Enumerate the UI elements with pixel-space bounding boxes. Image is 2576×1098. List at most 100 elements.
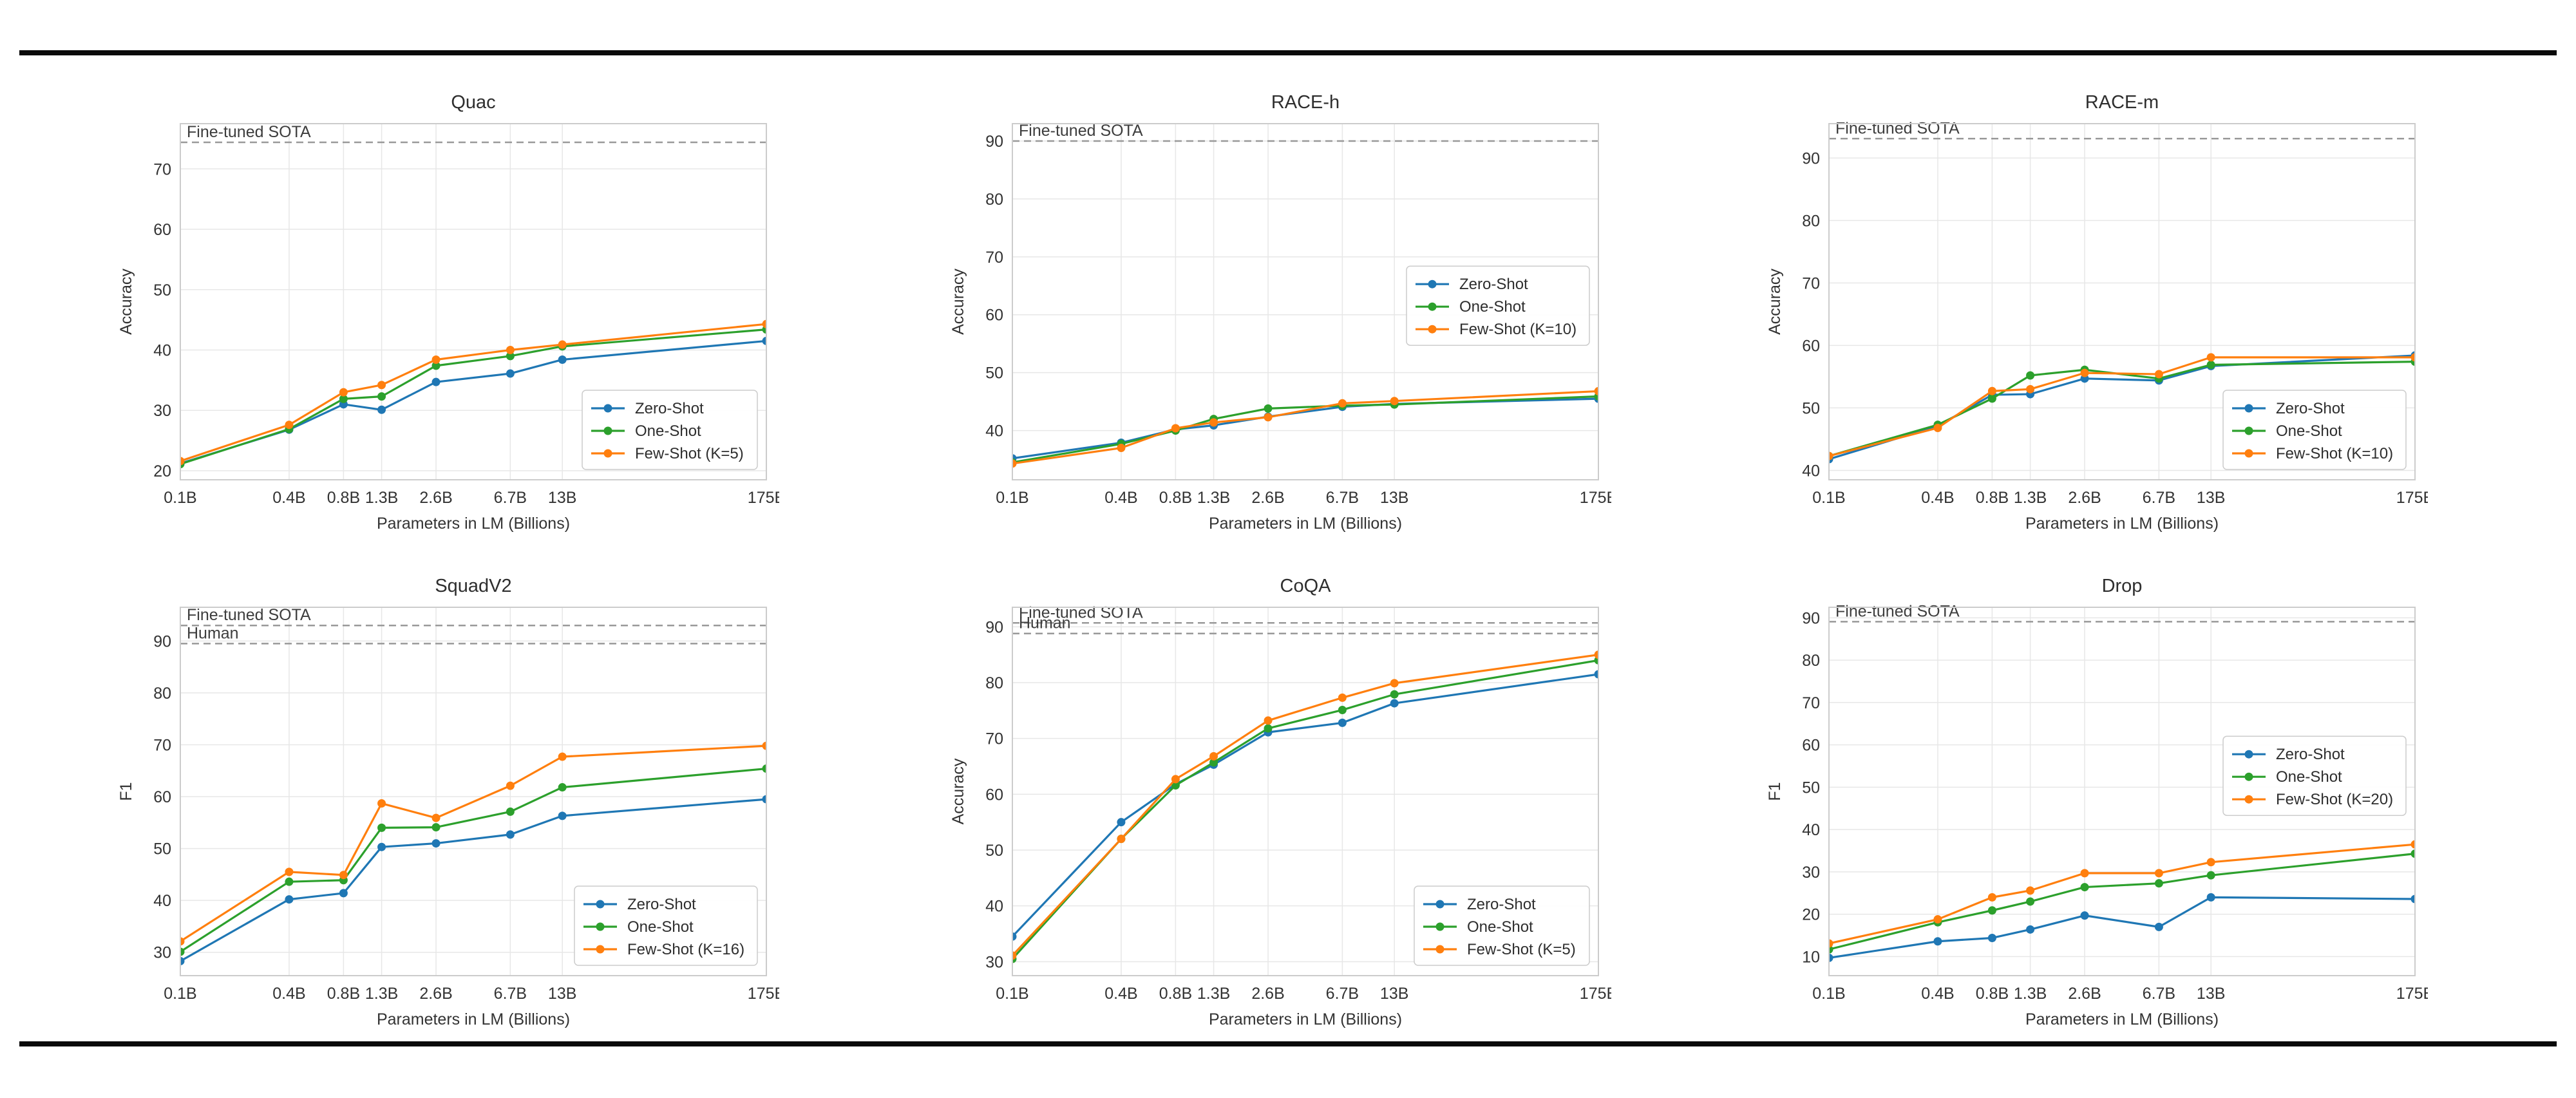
legend-item-label: Zero-Shot [1467,896,1536,913]
svg-text:2.6B: 2.6B [1251,489,1284,507]
svg-text:6.7B: 6.7B [1326,489,1359,507]
data-point [1264,724,1273,733]
data-point [377,381,386,390]
series-few-shot-k-10- [1829,353,2415,460]
data-point [377,392,386,401]
data-point [1829,953,1833,962]
svg-text:6.7B: 6.7B [494,489,527,507]
legend-item-label: Few-Shot (K=10) [1459,321,1577,338]
svg-text:90: 90 [985,618,1003,636]
chart-title: SquadV2 [435,576,511,596]
data-point [180,457,185,466]
data-point [1933,915,1942,924]
x-axis-label: Parameters in LM (Billions) [2025,515,2219,533]
svg-text:1.3B: 1.3B [365,489,398,507]
data-point [1264,404,1273,413]
axes-frame [1828,607,2416,976]
x-tick-labels: 0.1B 0.4B 0.8B 1.3B 2.6B 6.7B 13B 175B [996,489,1611,507]
legend-item-label: One-Shot [1459,298,1526,316]
reference-label: Human [1019,614,1071,632]
svg-text:2.6B: 2.6B [2068,489,2101,507]
x-tick-labels: 0.1B 0.4B 0.8B 1.3B 2.6B 6.7B 13B 175B [996,985,1611,1003]
panel-quac: Quac Fine-tuned SOTA 20 30 40 50 60 70 0.1B 0.4B… [103,71,779,557]
legend-item-label: Few-Shot (K=5) [1467,941,1576,958]
svg-text:50: 50 [985,364,1003,383]
svg-text:13B: 13B [548,489,576,507]
data-point [2410,353,2415,362]
svg-text:175B: 175B [2396,489,2428,507]
svg-text:40: 40 [1802,462,1820,480]
legend-item-label: One-Shot [2276,422,2342,440]
data-point [431,839,440,848]
data-point [1390,679,1399,688]
legend-item-label: Zero-Shot [2276,746,2345,763]
panel-coqa: CoQA Fine-tuned SOTA Human 30 40 50 60 70 80 90 0… [935,554,1611,1041]
data-point [1829,451,1833,460]
svg-text:0.4B: 0.4B [1104,985,1137,1003]
data-point [285,877,294,886]
chart-title: Drop [2102,576,2143,596]
axes-frame [180,123,767,480]
chart-title: CoQA [1280,576,1332,596]
svg-text:60: 60 [985,307,1003,325]
data-point [1390,699,1399,708]
data-point [431,355,440,364]
top-rule [19,50,2557,55]
svg-text:90: 90 [1802,609,1820,627]
y-tick-labels: 20 30 40 50 60 70 [153,160,171,480]
data-point [2026,886,2035,895]
svg-text:175B: 175B [2396,985,2428,1003]
data-point [558,752,567,761]
data-point [2080,911,2089,920]
svg-text:0.1B: 0.1B [996,489,1028,507]
panel-race-h: RACE-h Fine-tuned SOTA 40 50 60 70 80 90 0.1B 0.… [935,71,1611,557]
series-zero-shot [180,795,766,965]
data-point [431,813,440,822]
data-point [1117,444,1126,453]
legend-item-label: Zero-Shot [635,400,704,417]
data-point [339,889,348,898]
reference-lines [180,624,766,645]
legend: Zero-Shot One-Shot Few-Shot (K=10) [1406,265,1590,346]
data-point [1117,835,1126,844]
y-tick-labels: 40 50 60 70 80 90 [1802,149,1820,480]
x-axis-label: Parameters in LM (Billions) [2025,1010,2219,1028]
legend-item-label: Few-Shot (K=5) [635,445,744,462]
svg-text:60: 60 [1802,737,1820,755]
data-point [180,947,185,956]
x-axis-label: Parameters in LM (Billions) [1209,515,1402,533]
svg-text:60: 60 [153,221,171,239]
svg-text:2.6B: 2.6B [1251,985,1284,1003]
svg-text:20: 20 [1802,906,1820,924]
data-point [2080,368,2089,377]
data-point [285,421,294,430]
data-point [506,369,515,378]
legend-item-label: Zero-Shot [1459,276,1528,293]
y-tick-labels: 40 50 60 70 80 90 [985,133,1003,440]
data-point [1933,423,1942,432]
data-point [762,764,766,773]
svg-text:70: 70 [153,736,171,754]
svg-text:0.1B: 0.1B [164,985,196,1003]
reference-lines [1012,622,1598,634]
svg-text:70: 70 [985,249,1003,267]
data-point [506,807,515,816]
data-point [762,795,766,804]
svg-text:50: 50 [153,281,171,299]
svg-text:80: 80 [1802,212,1820,230]
data-point [2154,922,2163,931]
data-point [1987,893,1996,902]
reference-label: Fine-tuned SOTA [1019,603,1143,621]
data-point [2410,894,2415,904]
legend: Zero-Shot One-Shot Few-Shot (K=20) [2222,735,2407,816]
data-point [1933,937,1942,946]
svg-text:1.3B: 1.3B [1197,489,1230,507]
svg-text:50: 50 [985,842,1003,860]
y-tick-labels: 10 20 30 40 50 60 70 80 90 [1802,609,1820,966]
data-point [2410,849,2415,858]
y-axis-label: F1 [117,782,135,800]
series-few-shot-k-5- [1012,650,1598,960]
svg-text:60: 60 [985,786,1003,804]
